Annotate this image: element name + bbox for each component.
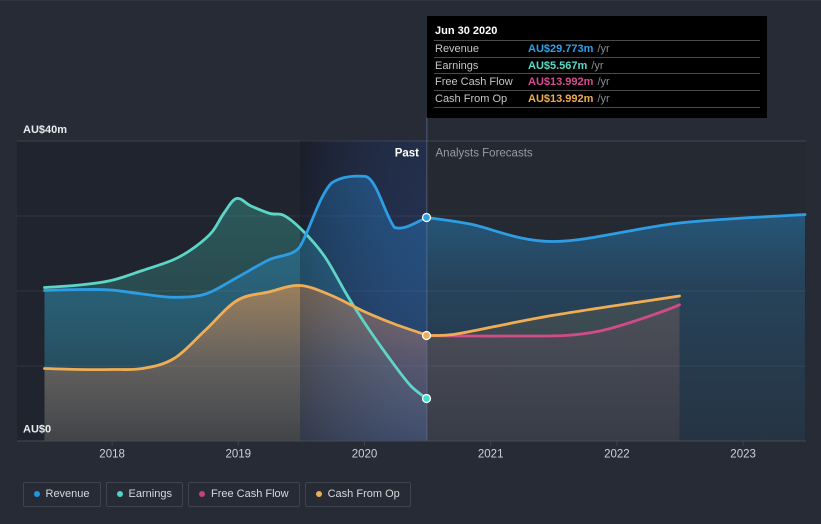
- svg-text:2023: 2023: [730, 449, 756, 461]
- svg-text:2018: 2018: [99, 449, 125, 461]
- svg-text:Analysts Forecasts: Analysts Forecasts: [436, 148, 533, 160]
- svg-text:AU$40m: AU$40m: [23, 124, 67, 136]
- svg-text:2019: 2019: [226, 449, 252, 461]
- svg-text:Past: Past: [395, 148, 419, 160]
- svg-text:AU$0: AU$0: [23, 424, 51, 436]
- svg-text:2022: 2022: [604, 449, 630, 461]
- svg-text:2021: 2021: [478, 449, 504, 461]
- svg-text:2020: 2020: [352, 449, 378, 461]
